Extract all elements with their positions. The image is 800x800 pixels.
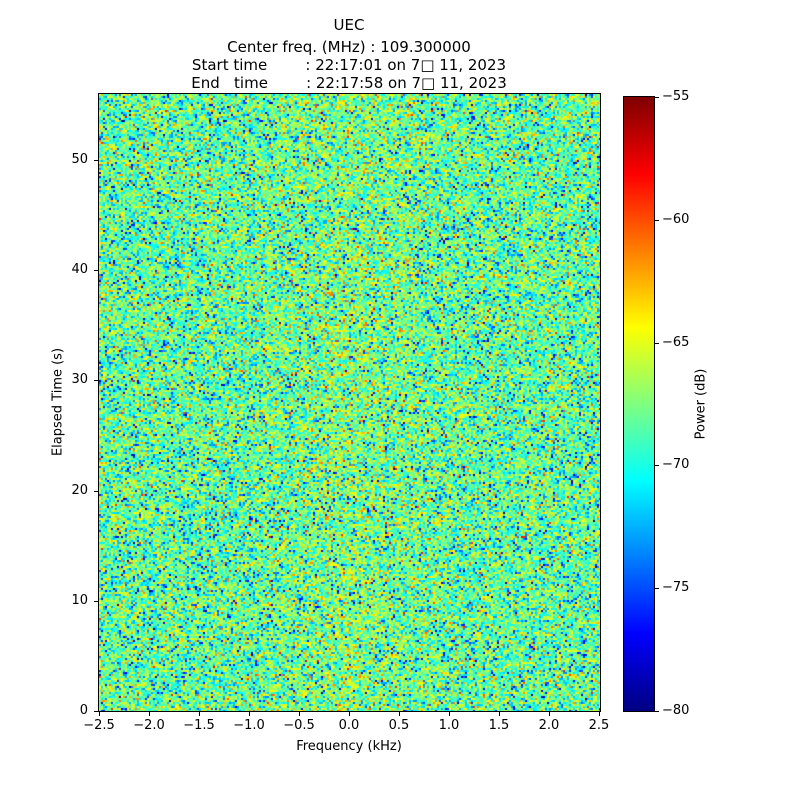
y-tick-mark [94,270,98,272]
x-tick-mark [599,712,600,716]
x-tick-label: 1.5 [488,718,510,733]
y-tick-label: 40 [71,262,88,278]
y-tick-mark [94,600,98,602]
y-tick-mark [94,490,98,492]
colorbar-tick-mark [655,711,659,712]
colorbar-tick-mark [655,342,659,344]
x-tick-label: 2.0 [538,718,560,733]
end-time-line: End time : 22:17:58 on 7□ 11, 2023 [191,74,507,92]
colorbar-tick-mark [655,465,659,467]
y-tick-mark [94,380,98,382]
colorbar-tick-label: −80 [662,703,690,718]
plot-title: UEC [333,16,365,34]
x-tick-label: −2.5 [83,718,115,733]
y-tick-label: 0 [79,703,88,718]
x-tick-mark [499,712,500,716]
x-tick-mark [99,712,100,716]
x-tick-label: 2.5 [588,718,610,733]
x-tick-mark [299,712,300,716]
x-tick-mark [449,712,450,716]
x-tick-mark [549,712,550,716]
center-freq-line: Center freq. (MHz) : 109.300000 [227,38,471,56]
x-tick-mark [249,712,250,716]
x-axis-label: Frequency (kHz) [296,739,402,754]
colorbar-tick-mark [655,588,659,590]
x-tick-mark [349,712,350,716]
colorbar-tick-mark [655,219,659,221]
colorbar-tick-label: −70 [662,457,690,473]
start-time-line: Start time : 22:17:01 on 7□ 11, 2023 [191,56,507,74]
colorbar-tick-label: −55 [662,89,690,104]
x-tick-label: 0.0 [338,718,360,733]
y-tick-mark [94,711,98,712]
y-tick-label: 10 [71,592,88,608]
y-tick-label: 30 [71,372,88,388]
x-tick-mark [399,712,400,716]
x-tick-mark [149,712,150,716]
y-axis-label: Elapsed Time (s) [50,347,66,457]
x-tick-label: −1.5 [183,718,215,733]
spectrogram-canvas [99,94,600,711]
x-tick-label: −2.0 [133,718,165,733]
colorbar [623,96,655,712]
x-tick-mark [199,712,200,716]
x-tick-label: −1.0 [233,718,265,733]
y-tick-label: 50 [71,152,88,168]
colorbar-tick-label: −60 [662,211,690,227]
colorbar-canvas [624,97,654,711]
x-tick-label: 0.5 [388,718,410,733]
colorbar-tick-label: −75 [662,580,690,596]
x-tick-label: −0.5 [283,718,315,733]
x-tick-label: 1.0 [438,718,460,733]
colorbar-label: Power (dB) [693,368,709,440]
y-tick-mark [94,160,98,162]
colorbar-tick-mark [655,97,659,98]
y-tick-label: 20 [71,482,88,498]
plot-area [98,93,601,712]
colorbar-tick-label: −65 [662,334,690,350]
